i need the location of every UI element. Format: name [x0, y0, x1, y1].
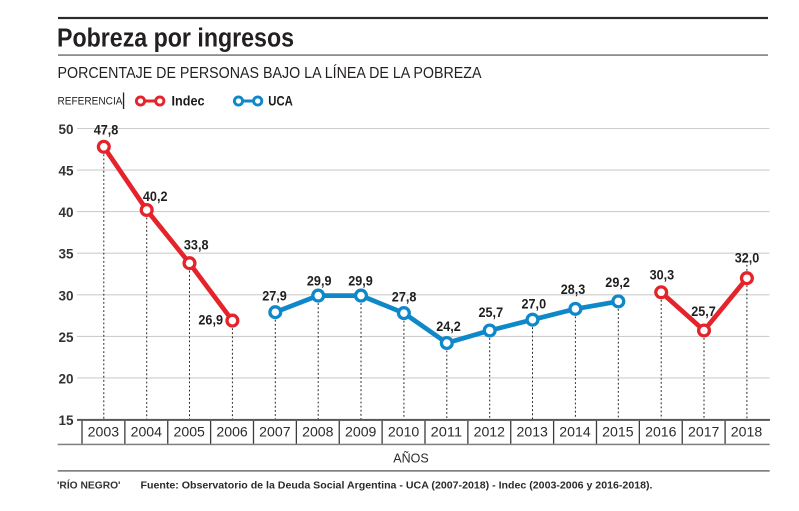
svg-text:'RÍO NEGRO': 'RÍO NEGRO': [57, 478, 121, 491]
svg-text:2004: 2004: [131, 424, 163, 440]
svg-text:Indec: Indec: [172, 93, 205, 108]
svg-text:2005: 2005: [174, 424, 206, 440]
svg-text:15: 15: [58, 413, 74, 428]
svg-text:25,7: 25,7: [479, 305, 504, 320]
svg-text:29,9: 29,9: [348, 273, 373, 288]
svg-text:30: 30: [58, 288, 73, 303]
svg-text:28,3: 28,3: [561, 282, 586, 297]
svg-text:2015: 2015: [602, 424, 634, 440]
svg-text:PORCENTAJE DE PERSONAS BAJO LA: PORCENTAJE DE PERSONAS BAJO LA LÍNEA DE …: [58, 65, 483, 82]
svg-text:2009: 2009: [345, 424, 377, 440]
svg-text:27,9: 27,9: [262, 288, 287, 303]
svg-text:2008: 2008: [302, 424, 334, 440]
svg-text:2018: 2018: [731, 424, 763, 440]
svg-text:2014: 2014: [559, 424, 591, 440]
svg-text:47,8: 47,8: [94, 123, 119, 138]
svg-text:35: 35: [58, 247, 74, 262]
svg-text:26,9: 26,9: [198, 312, 223, 327]
svg-text:UCA: UCA: [268, 93, 293, 108]
svg-text:29,9: 29,9: [307, 273, 332, 288]
svg-text:2011: 2011: [431, 424, 463, 440]
svg-text:2007: 2007: [259, 424, 291, 440]
svg-text:2016: 2016: [645, 424, 677, 440]
svg-text:45: 45: [58, 164, 74, 179]
svg-text:REFERENCIA: REFERENCIA: [58, 95, 124, 107]
svg-text:29,2: 29,2: [605, 275, 630, 290]
svg-text:Fuente: Observatorio de la Deu: Fuente: Observatorio de la Deuda Social …: [141, 479, 653, 491]
svg-text:Pobreza por ingresos: Pobreza por ingresos: [57, 25, 294, 53]
svg-text:24,2: 24,2: [436, 319, 461, 334]
svg-text:40,2: 40,2: [143, 189, 168, 204]
svg-text:2017: 2017: [688, 424, 720, 440]
svg-text:25: 25: [58, 330, 74, 345]
svg-text:20: 20: [58, 371, 73, 386]
svg-text:27,8: 27,8: [392, 290, 417, 305]
svg-text:30,3: 30,3: [650, 267, 675, 282]
svg-text:2013: 2013: [517, 424, 549, 440]
svg-text:25,7: 25,7: [691, 304, 716, 319]
svg-text:2003: 2003: [88, 424, 120, 440]
svg-text:2006: 2006: [216, 424, 248, 440]
svg-text:33,8: 33,8: [184, 238, 209, 253]
svg-text:32,0: 32,0: [735, 250, 760, 265]
svg-text:AÑOS: AÑOS: [393, 452, 428, 466]
svg-text:2012: 2012: [474, 424, 506, 440]
svg-text:27,0: 27,0: [522, 296, 547, 311]
svg-text:2010: 2010: [388, 424, 420, 440]
svg-text:40: 40: [58, 205, 73, 220]
svg-text:50: 50: [58, 122, 73, 137]
